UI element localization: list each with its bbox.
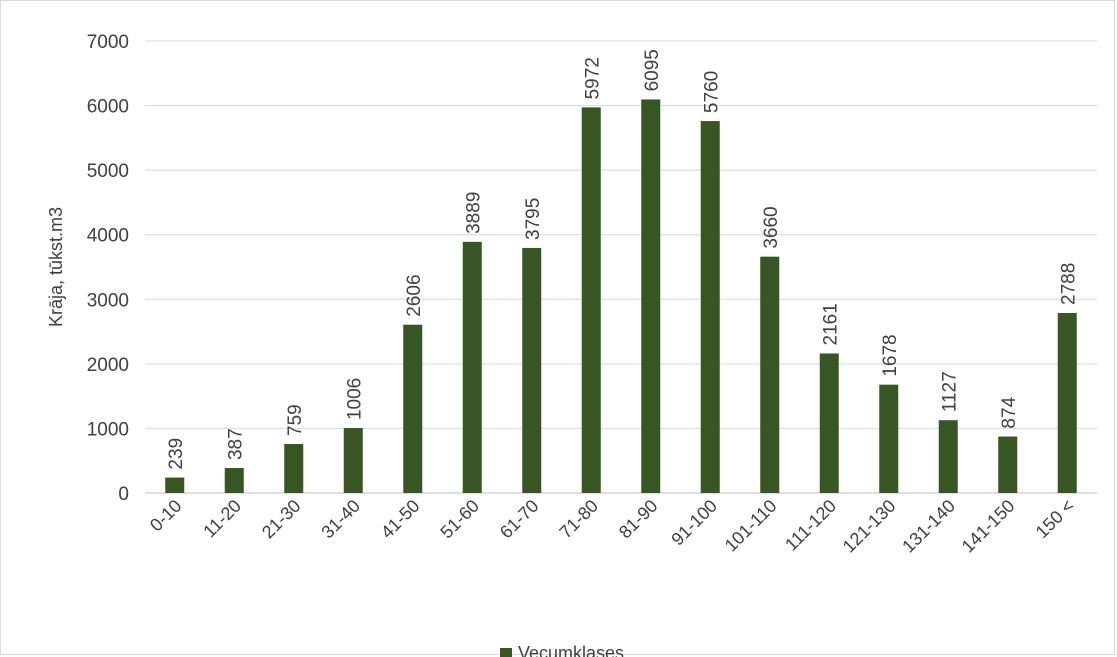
data-label: 387 xyxy=(225,428,246,460)
bar xyxy=(343,428,363,493)
bar xyxy=(522,247,542,493)
data-label: 2788 xyxy=(1058,263,1079,305)
data-label: 1678 xyxy=(880,334,901,376)
x-tick-label: 101-110 xyxy=(721,496,781,556)
data-label: 759 xyxy=(285,404,306,436)
legend-swatch xyxy=(500,648,512,657)
bar xyxy=(700,121,720,493)
data-label: 1006 xyxy=(344,378,365,420)
x-tick-label: 31-40 xyxy=(317,496,364,543)
legend-label: Vecumklases xyxy=(518,643,624,657)
x-tick-label: 111-120 xyxy=(781,496,840,555)
bar xyxy=(641,99,661,494)
x-tick-label: 71-80 xyxy=(555,496,602,543)
data-label: 3660 xyxy=(761,206,782,248)
x-tick-label: 81-90 xyxy=(615,496,662,543)
data-label: 2161 xyxy=(820,303,841,345)
bar xyxy=(403,324,423,493)
bar xyxy=(760,256,780,493)
data-label: 5760 xyxy=(701,71,722,113)
bar xyxy=(879,384,899,493)
bar xyxy=(819,353,839,493)
y-tick-label: 6000 xyxy=(87,97,129,118)
data-label: 3795 xyxy=(523,198,544,240)
x-tick-label: 41-50 xyxy=(377,496,424,543)
y-tick-label: 7000 xyxy=(87,32,129,53)
bar xyxy=(462,241,482,493)
x-tick-label: 131-140 xyxy=(898,496,959,557)
bar xyxy=(224,468,244,493)
x-tick-label: 121-130 xyxy=(839,496,900,557)
bar xyxy=(998,436,1018,493)
x-axis-ticks: 0-10 11-20 21-30 31-40 41-50 51-60 61-70 71-80 8… xyxy=(146,496,1078,557)
data-label: 5972 xyxy=(582,57,603,99)
x-tick-label: 0-10 xyxy=(146,496,186,536)
data-label: 3889 xyxy=(463,192,484,234)
y-axis-title: Krāja, tūkst.m3 xyxy=(46,207,66,327)
y-tick-label: 3000 xyxy=(87,290,129,311)
y-tick-label: 0 xyxy=(118,484,129,505)
data-label: 239 xyxy=(166,438,187,470)
y-axis-ticks: 0 1000 2000 3000 4000 5000 6000 7000 xyxy=(87,32,129,505)
bar xyxy=(1057,312,1077,493)
gridlines xyxy=(145,40,1097,494)
bar xyxy=(581,107,601,493)
bar xyxy=(938,420,958,493)
x-tick-label: 150 < xyxy=(1032,496,1078,542)
y-tick-label: 5000 xyxy=(87,161,129,182)
y-tick-label: 4000 xyxy=(87,226,129,247)
bar xyxy=(284,443,304,493)
data-label: 1127 xyxy=(939,371,960,412)
x-tick-label: 11-20 xyxy=(199,496,245,542)
data-label: 6095 xyxy=(642,49,663,91)
legend: Vecumklases xyxy=(500,643,624,657)
y-tick-label: 2000 xyxy=(87,355,129,376)
x-tick-label: 91-100 xyxy=(667,496,721,550)
data-labels: 239 387 759 1006 2606 3889 3795 5972 6095 5760 366… xyxy=(166,49,1080,469)
data-label: 874 xyxy=(999,396,1020,428)
bars xyxy=(165,99,1077,494)
y-tick-label: 1000 xyxy=(87,419,129,440)
data-label: 2606 xyxy=(404,274,425,316)
x-tick-label: 141-150 xyxy=(958,496,1019,557)
x-tick-label: 21-30 xyxy=(258,496,305,543)
x-tick-label: 61-70 xyxy=(496,496,543,543)
bar xyxy=(165,477,185,493)
x-tick-label: 51-60 xyxy=(436,496,483,543)
